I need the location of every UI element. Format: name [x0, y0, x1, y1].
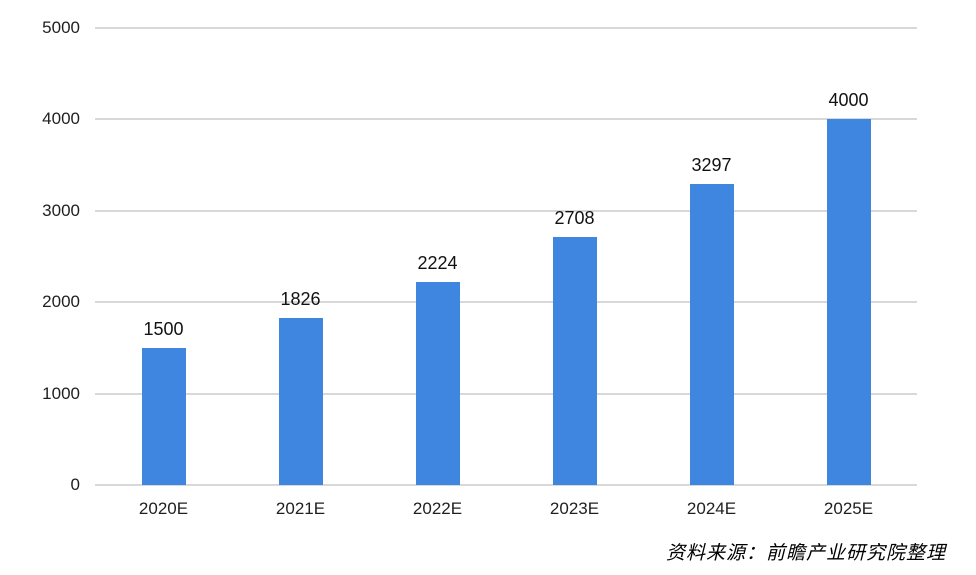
y-axis-tick-label: 3000	[42, 200, 80, 220]
gridline	[95, 27, 917, 29]
bar-2023e	[552, 237, 597, 485]
y-axis-tick-label: 2000	[42, 292, 80, 312]
bar-value-label: 2708	[554, 208, 595, 228]
x-axis-category-label: 2022E	[412, 499, 463, 518]
x-axis-category-label: 2020E	[138, 499, 189, 518]
bar-2022e	[415, 282, 460, 485]
bar-2025e	[826, 119, 871, 485]
source-note: 资料来源：前瞻产业研究院整理	[665, 543, 946, 564]
bar-value-label: 1500	[143, 319, 184, 339]
bar-value-label: 3297	[691, 155, 732, 175]
y-axis-tick-label: 0	[70, 475, 80, 494]
y-axis-tick-label: 5000	[42, 18, 80, 37]
bar-value-label: 4000	[828, 90, 869, 110]
gridline	[95, 209, 917, 212]
x-axis-category-label: 2023E	[549, 499, 600, 518]
plot-area: 1500 2020E 1826 2021E 2224 2022E 2708 2023E 3297…	[95, 27, 917, 518]
bar-value-label: 2224	[417, 253, 458, 273]
bar-2021e	[278, 318, 323, 485]
gridline	[95, 392, 917, 395]
gridline	[95, 301, 917, 304]
bar-value-label: 1826	[280, 289, 321, 309]
x-axis-category-label: 2025E	[823, 499, 874, 518]
gridline	[95, 484, 917, 486]
x-axis-category-label: 2021E	[275, 499, 326, 518]
bar-2024e	[689, 184, 734, 485]
y-axis-tick-label: 4000	[42, 109, 80, 129]
x-axis-category-label: 2024E	[686, 499, 737, 518]
gridline	[95, 118, 917, 121]
bar-2020e	[141, 348, 186, 485]
y-axis-tick-label: 1000	[42, 383, 80, 403]
